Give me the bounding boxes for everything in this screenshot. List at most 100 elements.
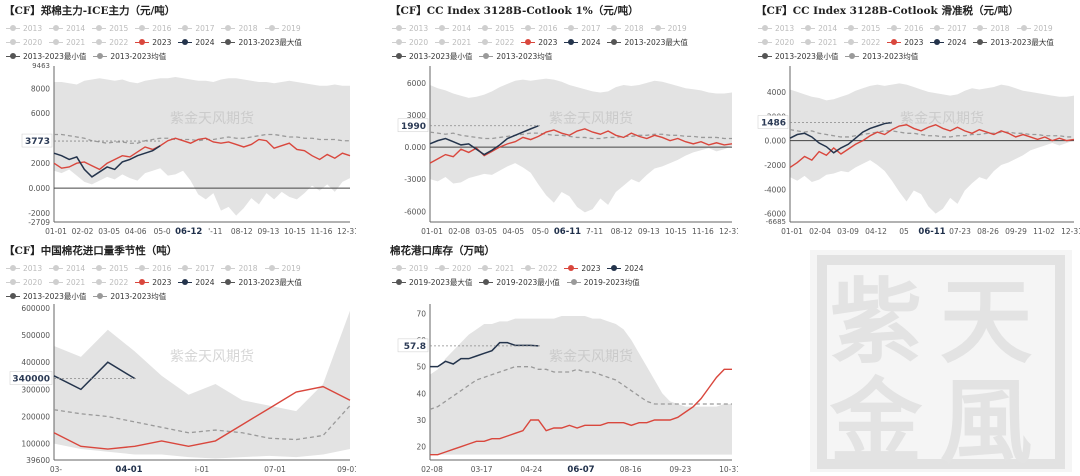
legend-item[interactable]: 2013-2023最大值	[221, 36, 302, 50]
legend-item[interactable]: 2014	[801, 22, 837, 36]
legend-swatch-icon	[392, 52, 406, 59]
legend-item[interactable]: 2013-2023最大值	[607, 36, 688, 50]
legend-item[interactable]: 2019-2023均值	[566, 276, 640, 290]
legend-item[interactable]: 2013-2023最小值	[392, 50, 472, 64]
legend-item[interactable]: 2016	[135, 22, 171, 36]
legend-item[interactable]: 2021	[435, 36, 471, 50]
legend-item[interactable]: 2022	[92, 36, 128, 50]
legend-item[interactable]: 2020	[758, 36, 794, 50]
cursor-value-label: 1486	[761, 119, 786, 129]
legend-item[interactable]: 2020	[392, 36, 428, 50]
legend-item[interactable]: 2022	[844, 36, 880, 50]
x-tick-label: 08-16	[620, 465, 642, 474]
legend-item[interactable]: 2022	[478, 36, 514, 50]
legend-item[interactable]: 2022	[521, 262, 557, 276]
legend-item[interactable]: 2022	[92, 276, 128, 290]
legend-item[interactable]: 2015	[844, 22, 880, 36]
chart-title: 【CF】CC Index 3128B-Cotlook 1%（元/吨）	[390, 5, 639, 17]
legend-swatch-icon	[478, 264, 493, 271]
legend-label: 2016	[904, 24, 924, 33]
legend-item[interactable]: 2024	[930, 36, 966, 50]
legend-item[interactable]: 2019	[264, 262, 301, 276]
x-tick-label: 09-29	[1005, 227, 1027, 236]
legend-item[interactable]: 2024	[607, 262, 644, 276]
legend-item[interactable]: 2013	[758, 22, 794, 36]
legend-swatch-icon	[479, 52, 494, 59]
legend-item[interactable]: 2021	[49, 276, 85, 290]
legend-item[interactable]: 2017	[178, 22, 214, 36]
legend-item[interactable]: 2019	[650, 22, 687, 36]
legend-swatch-icon	[564, 264, 579, 271]
x-tick-label: 03-05	[475, 227, 497, 236]
legend-label: 2013-2023最小值	[409, 52, 473, 61]
legend-item[interactable]: 2013	[392, 22, 428, 36]
legend-item[interactable]: 2020	[6, 36, 42, 50]
chart-plot: 20304050607002-0803-1704-2406-0708-1609-…	[397, 304, 738, 475]
legend-item[interactable]: 2019	[1016, 22, 1053, 36]
legend-swatch-icon	[49, 278, 64, 285]
legend-item[interactable]: 2013-2023最小值	[758, 50, 838, 64]
legend-item[interactable]: 2024	[178, 276, 214, 290]
legend-swatch-icon	[92, 38, 107, 45]
legend-item[interactable]: 2016	[135, 262, 171, 276]
legend-item[interactable]: 2019	[392, 262, 428, 276]
legend-label: 2018	[238, 264, 258, 273]
legend-item[interactable]: 2018	[221, 22, 258, 36]
legend-item[interactable]: 2013-2023最大值	[221, 276, 302, 290]
legend-item[interactable]: 2018	[607, 22, 644, 36]
y-tick-label: -2000	[764, 161, 786, 170]
legend-item[interactable]: 2013-2023最小值	[6, 290, 86, 304]
legend-item[interactable]: 2013-2023均值	[93, 290, 166, 304]
legend-item[interactable]: 2013	[6, 262, 42, 276]
legend-item[interactable]: 2015	[92, 22, 128, 36]
legend-swatch-icon	[6, 38, 20, 45]
legend-item[interactable]: 2014	[49, 22, 85, 36]
legend-item[interactable]: 2020	[6, 276, 42, 290]
brand-logo-glyphs: 紫 天 金 風	[829, 268, 1032, 476]
legend-item[interactable]: 2023	[887, 36, 923, 50]
legend-swatch-icon	[650, 24, 665, 31]
legend-item[interactable]: 2017	[930, 22, 966, 36]
y-tick-label: 8000	[31, 84, 50, 93]
legend-item[interactable]: 2023	[135, 36, 171, 50]
legend-item[interactable]: 2024	[564, 36, 600, 50]
legend-item[interactable]: 2021	[801, 36, 837, 50]
legend-item[interactable]: 2013-2023最小值	[6, 50, 86, 64]
legend-item[interactable]: 2021	[49, 36, 85, 50]
x-tick-label: 08-12	[231, 227, 253, 236]
legend-item[interactable]: 2013	[6, 22, 42, 36]
legend-label: 2023	[152, 38, 172, 47]
legend-swatch-icon	[178, 24, 193, 31]
legend-swatch-icon	[607, 24, 622, 31]
legend-item[interactable]: 2019-2023最大值	[392, 276, 472, 290]
legend-item[interactable]: 2024	[178, 36, 214, 50]
legend-item[interactable]: 2018	[973, 22, 1010, 36]
legend-item[interactable]: 2023	[135, 276, 171, 290]
legend-item[interactable]: 2013-2023均值	[845, 50, 918, 64]
legend-label: 2014	[66, 24, 86, 33]
legend-item[interactable]: 2016	[887, 22, 923, 36]
legend-item[interactable]: 2015	[478, 22, 514, 36]
legend-label: 2019	[409, 264, 429, 273]
y-tick-label: 6000	[407, 79, 426, 88]
legend-swatch-icon	[264, 24, 279, 31]
legend-item[interactable]: 2019	[264, 22, 301, 36]
legend-item[interactable]: 2019-2023最小值	[479, 276, 560, 290]
legend-item[interactable]: 2013-2023最大值	[973, 36, 1054, 50]
legend-item[interactable]: 2018	[221, 262, 258, 276]
legend-label: 2019-2023最小值	[496, 278, 560, 287]
legend-item[interactable]: 2015	[92, 262, 128, 276]
legend-item[interactable]: 2021	[478, 262, 514, 276]
series-line-2023	[53, 385, 351, 450]
legend-item[interactable]: 2013-2023均值	[93, 50, 166, 64]
legend-item[interactable]: 2014	[435, 22, 471, 36]
legend-item[interactable]: 2023	[564, 262, 600, 276]
chart-title: 【CF】中国棉花进口量季节性（吨）	[4, 245, 178, 257]
legend-item[interactable]: 2017	[178, 262, 214, 276]
legend-item[interactable]: 2014	[49, 262, 85, 276]
legend-item[interactable]: 2017	[564, 22, 600, 36]
legend-item[interactable]: 2020	[435, 262, 471, 276]
legend-item[interactable]: 2023	[521, 36, 557, 50]
legend-item[interactable]: 2016	[521, 22, 557, 36]
legend-item[interactable]: 2013-2023均值	[479, 50, 552, 64]
